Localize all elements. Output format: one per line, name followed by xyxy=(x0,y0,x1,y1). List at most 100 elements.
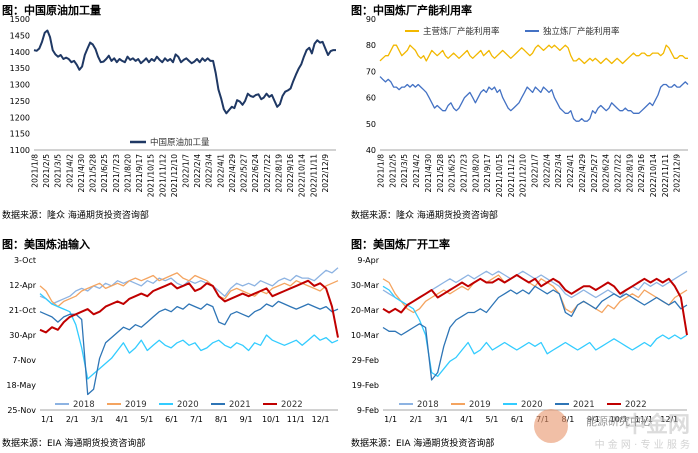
x-tick-label: 12/1 xyxy=(660,415,678,424)
y-tick-label: 3-Oct xyxy=(14,256,36,265)
x-tick-label: 2022/10/14 xyxy=(298,154,307,197)
legend-label: 2018 xyxy=(417,400,439,410)
x-tick-label: 12/1 xyxy=(312,415,330,424)
legend-label: 2019 xyxy=(125,400,147,410)
watermark-logo xyxy=(534,409,568,443)
x-tick-label: 2022/8/19 xyxy=(625,154,634,193)
y-tick-label: 21-Oct xyxy=(9,306,36,315)
x-tick-label: 2021/11/12 xyxy=(507,154,516,197)
y-tick-label: 1450 xyxy=(10,31,30,40)
series-line-2020 xyxy=(382,285,688,377)
legend-label: 2018 xyxy=(73,400,95,410)
series-line-2022 xyxy=(382,274,688,336)
chart-source: 数据来源：EIA 海通期货投资咨询部 xyxy=(351,439,495,449)
x-tick-label: 2021/4/2 xyxy=(65,154,74,188)
x-tick-label: 11/1 xyxy=(287,415,305,424)
x-tick-label: 2021/9/17 xyxy=(483,154,492,193)
y-tick-label: 1250 xyxy=(10,97,30,106)
x-tick-label: 2022/9/16 xyxy=(637,154,646,193)
x-tick-label: 2022/6/24 xyxy=(251,154,260,193)
legend-label: 2020 xyxy=(177,400,199,410)
x-tick-label: 2021/11/12 xyxy=(158,154,167,197)
x-tick-label: 2022/12/9 xyxy=(321,154,330,193)
x-tick-label: 2022/7/22 xyxy=(613,154,622,193)
x-tick-label: 2021/10/15 xyxy=(147,154,156,197)
series-line-2018 xyxy=(39,267,339,305)
x-tick-label: 2022/8/19 xyxy=(274,154,283,193)
y-tick-label: 18-May xyxy=(6,381,36,390)
legend-label: 2022 xyxy=(281,400,303,410)
x-tick-label: 2022/4/1 xyxy=(216,154,225,188)
x-tick-label: 2021/2/5 xyxy=(388,154,397,188)
legend-label: 2021 xyxy=(229,400,251,410)
x-tick-label: 9/1 xyxy=(240,415,253,424)
x-tick-label: 2021/6/25 xyxy=(100,154,109,193)
x-tick-label: 10/1 xyxy=(610,415,628,424)
legend-label: 独立炼厂产能利用率 xyxy=(543,26,620,37)
y-tick-label: 60 xyxy=(366,94,376,103)
y-tick-label: 30-Apr xyxy=(9,331,36,340)
x-tick-label: 2021/10/15 xyxy=(495,154,504,197)
x-tick-label: 9/1 xyxy=(587,415,600,424)
chart-source: 数据来源：隆众 海通期货投资咨询部 xyxy=(351,211,498,221)
x-tick-label: 5/1 xyxy=(485,415,498,424)
x-tick-label: 5/1 xyxy=(140,415,153,424)
x-tick-label: 2022/4/29 xyxy=(578,154,587,193)
y-tick-label: 19-Feb xyxy=(352,381,379,390)
x-tick-label: 2021/1/8 xyxy=(377,154,386,188)
x-tick-label: 2021/3/5 xyxy=(54,154,63,188)
series-line-2021 xyxy=(382,285,688,381)
series-line-2022 xyxy=(39,279,339,338)
x-tick-label: 2021/4/2 xyxy=(412,154,421,188)
x-tick-label: 2021/5/28 xyxy=(436,154,445,193)
y-tick-label: 50 xyxy=(366,120,376,129)
y-tick-label: 29-Feb xyxy=(352,356,379,365)
x-tick-label: 3/1 xyxy=(91,415,104,424)
x-tick-label: 2021/2/5 xyxy=(42,154,51,188)
chart-us-refinery-utilization: 9-Apr 30-Mar 20-Mar 10-Mar 29-Feb 19-Feb 9-Feb… xyxy=(351,256,688,424)
legend-label: 2020 xyxy=(521,400,543,410)
x-tick-label: 8/1 xyxy=(561,415,574,424)
y-tick-label: 1300 xyxy=(10,81,30,90)
x-tick-label: 4/1 xyxy=(116,415,129,424)
y-tick-label: 90 xyxy=(366,15,376,24)
y-tick-label: 7-Nov xyxy=(12,356,36,365)
x-tick-label: 2022/9/16 xyxy=(286,154,295,193)
x-tick-label: 2021/1/8 xyxy=(30,154,39,188)
x-tick-label: 4/1 xyxy=(460,415,473,424)
x-tick-label: 2021/7/23 xyxy=(112,154,121,193)
x-tick-label: 6/1 xyxy=(165,415,178,424)
x-tick-label: 2022/2/4 xyxy=(193,154,202,188)
x-tick-label: 2022/5/27 xyxy=(590,154,599,193)
x-tick-label: 2022/1/7 xyxy=(531,154,540,188)
x-tick-label: 2021/12/10 xyxy=(519,154,528,197)
series-line-2020 xyxy=(39,293,339,380)
x-tick-label: 2022/11/11 xyxy=(661,154,670,197)
chart-panel-us-refinery-input: 图：美国炼油输入 3-Oct 12-Apr 21-Oct 30-Apr 7-Nov 18-… xyxy=(0,226,349,453)
y-tick-label: 9-Feb xyxy=(357,406,379,415)
x-tick-label: 2022/4/29 xyxy=(228,154,237,193)
legend-label: 2021 xyxy=(573,400,595,410)
x-tick-label: 2021/8/20 xyxy=(471,154,480,193)
chart-panel-china-refinery-utilization: 图：中国炼厂产能利用率 40 50 60 70 80 90 2021/1/8 2021/2/5… xyxy=(349,0,698,226)
legend-label: 中国原油加工量 xyxy=(150,137,210,148)
chart-title: 图：中国炼厂产能利用率 xyxy=(351,4,472,17)
x-tick-label: 2022/10/14 xyxy=(649,154,658,197)
x-tick-label: 2021/9/17 xyxy=(135,154,144,193)
y-tick-label: 30-Mar xyxy=(351,281,380,290)
series-line-2021 xyxy=(39,300,339,396)
chart-us-refinery-input: 3-Oct 12-Apr 21-Oct 30-Apr 7-Nov 18-May 25-Nov… xyxy=(6,256,339,424)
x-tick-label: 2022/12/9 xyxy=(673,154,682,193)
legend-label: 2022 xyxy=(625,400,647,410)
x-tick-label: 2022/6/24 xyxy=(602,154,611,193)
series-line-中国原油加工量 xyxy=(33,29,336,115)
chart-china-crude-runs: 1100 1150 1200 1250 1300 1350 1400 1450 1500 2021… xyxy=(10,15,336,197)
y-tick-label: 20-Mar xyxy=(351,306,380,315)
watermark-sub: 中 金 网 · 专 业 服 务 xyxy=(594,440,690,451)
x-tick-label: 2021/7/23 xyxy=(459,154,468,193)
x-tick-label: 2/1 xyxy=(66,415,79,424)
watermark-text: 能源研究中心 xyxy=(586,415,652,428)
y-tick-label: 12-Apr xyxy=(9,281,36,290)
y-tick-label: 1200 xyxy=(10,113,30,122)
